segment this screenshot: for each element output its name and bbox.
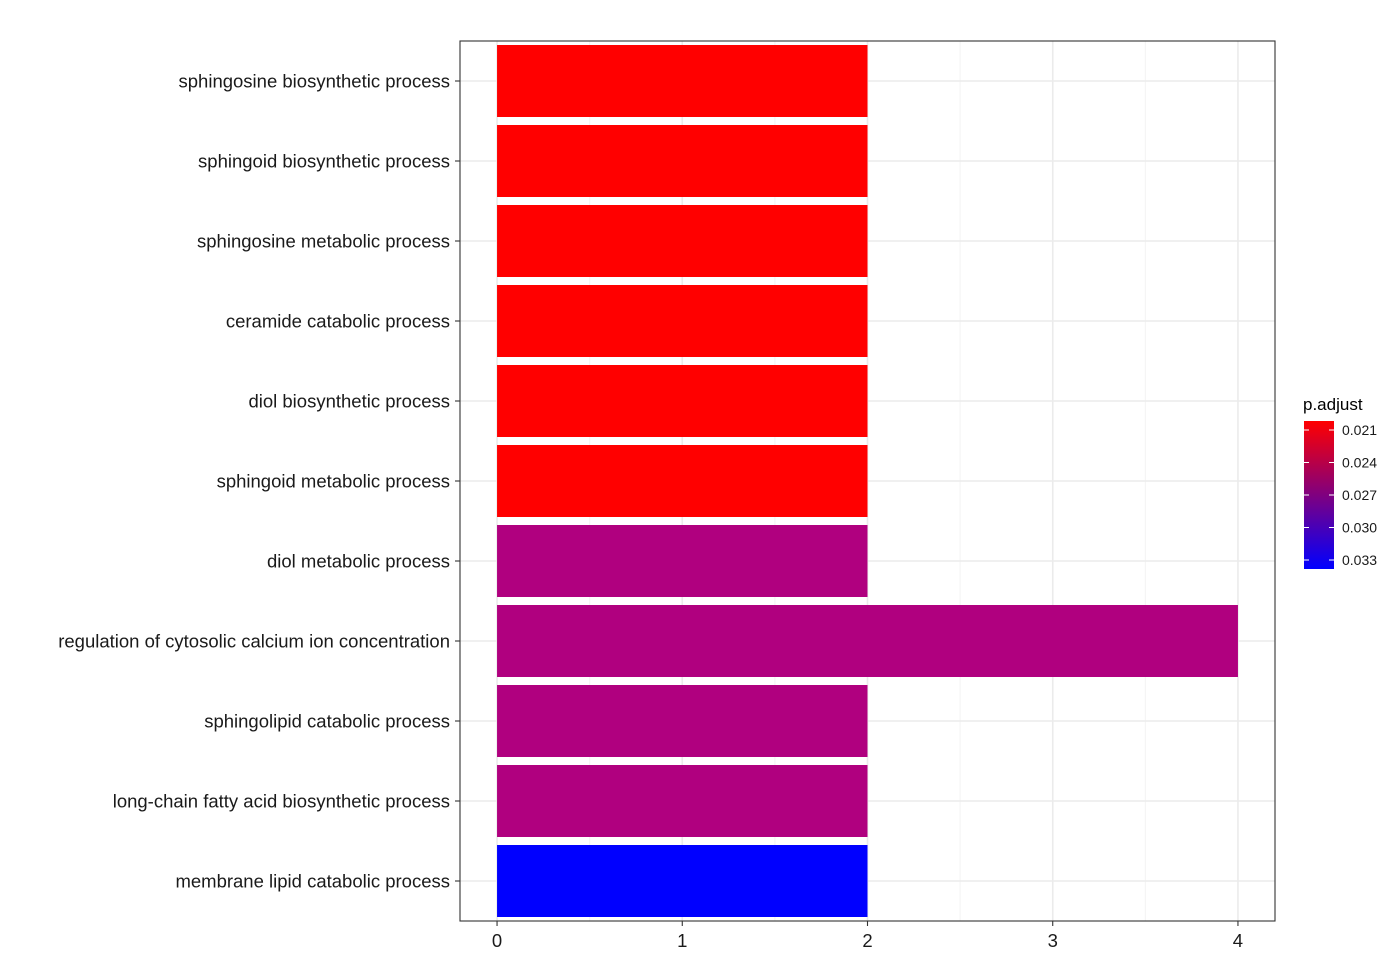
bars [497, 45, 1238, 917]
y-tick-label: sphingolipid catabolic process [204, 711, 450, 732]
bar [497, 765, 868, 837]
y-tick-label: ceramide catabolic process [226, 311, 450, 332]
legend-tick-label: 0.024 [1342, 455, 1377, 471]
bar [497, 125, 868, 197]
y-tick-label: diol metabolic process [267, 551, 450, 572]
legend-ticks: 0.021 0.024 0.027 0.030 0.033 [1304, 422, 1377, 568]
bar [497, 525, 868, 597]
bar [497, 445, 868, 517]
x-tick-label: 3 [1048, 930, 1058, 951]
y-tick-label: diol biosynthetic process [248, 391, 450, 412]
bar [497, 845, 868, 917]
legend-tick-label: 0.027 [1342, 487, 1377, 503]
x-tick-label: 0 [492, 930, 502, 951]
y-tick-label: long-chain fatty acid biosynthetic proce… [113, 791, 450, 812]
legend-tick-label: 0.033 [1342, 552, 1377, 568]
bar [497, 45, 868, 117]
x-tick-label: 4 [1233, 930, 1243, 951]
y-tick-label: sphingoid biosynthetic process [198, 151, 450, 172]
y-tick-label: membrane lipid catabolic process [175, 871, 450, 892]
legend-tick-label: 0.030 [1342, 520, 1377, 536]
bar [497, 685, 868, 757]
x-tick-label: 2 [862, 930, 872, 951]
x-tick-label: 1 [677, 930, 687, 951]
bar [497, 205, 868, 277]
bar [497, 605, 1238, 677]
y-tick-label: sphingosine metabolic process [197, 231, 450, 252]
legend-tick-label: 0.021 [1342, 422, 1377, 438]
y-tick-label: regulation of cytosolic calcium ion conc… [58, 631, 450, 652]
y-tick-label: sphingosine biosynthetic process [179, 71, 451, 92]
x-axis: 0 1 2 3 4 [492, 921, 1243, 951]
legend-title: p.adjust [1303, 395, 1363, 414]
bar [497, 285, 868, 357]
y-tick-label: sphingoid metabolic process [217, 471, 450, 492]
y-axis: sphingosine biosynthetic process sphingoi… [58, 71, 460, 892]
bar [497, 365, 868, 437]
legend: p.adjust 0.021 0.024 0.027 0.030 0.033 [1303, 395, 1377, 569]
